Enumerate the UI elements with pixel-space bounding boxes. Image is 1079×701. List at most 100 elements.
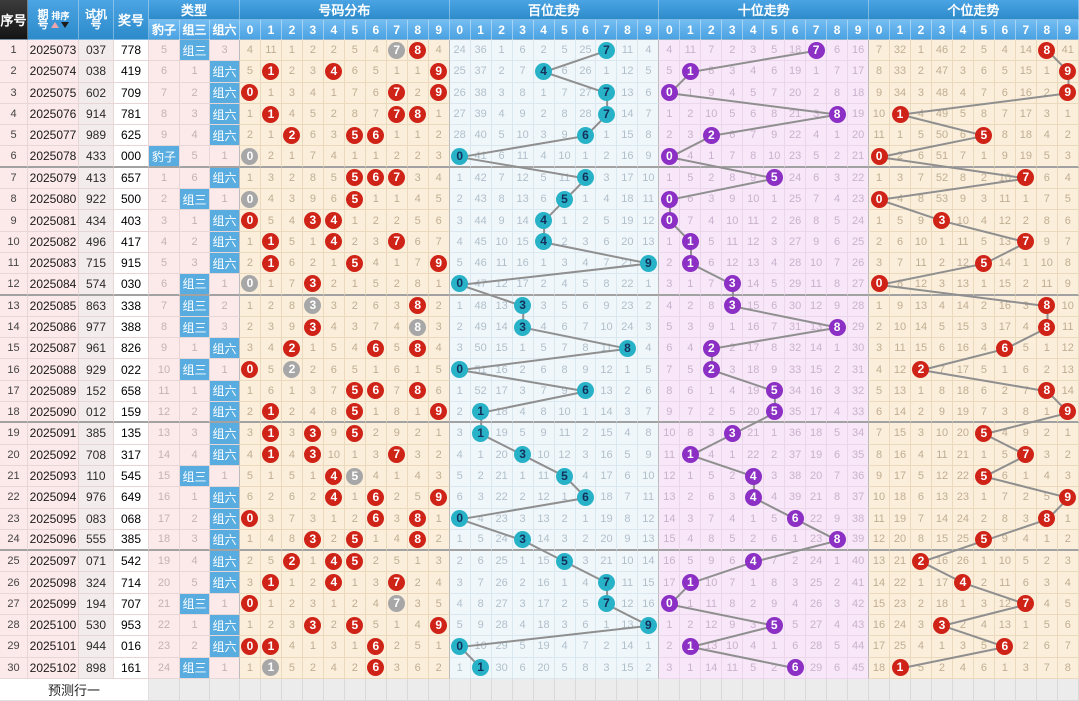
type-baozi-value: 3 <box>160 214 168 227</box>
dist-miss-value: 2 <box>414 427 421 440</box>
digit-header-label: 7 <box>393 22 401 37</box>
digit-header-label: 9 <box>1064 22 1072 37</box>
shi-miss-value: 12 <box>726 257 739 270</box>
shi-cell: 18 <box>848 82 870 104</box>
ge-cell: 8 <box>952 167 974 190</box>
shi-cell: 1 <box>743 508 765 530</box>
type-baozi-cell: 13 <box>149 423 180 445</box>
dist-cell: 3 <box>302 593 324 616</box>
shi-cell: 27 <box>806 615 828 637</box>
bai-miss-value: 21 <box>495 470 508 483</box>
ge-miss-value: 4 <box>1022 533 1029 546</box>
dist-hit-circle: 9 <box>430 84 448 102</box>
prize-cell: 417 <box>114 231 149 253</box>
ge-cell: 10 <box>890 316 911 339</box>
prediction-empty-cell <box>533 678 555 701</box>
ge-miss-value: 26 <box>956 555 970 568</box>
ge-miss-value: 10 <box>914 235 928 248</box>
bai-cell: 5 <box>596 210 618 232</box>
dist-miss-value: 1 <box>309 470 316 483</box>
bai-cell: 5 <box>449 465 471 488</box>
ge-miss-value: 3 <box>1064 555 1071 568</box>
ge-miss-value: 6 <box>1001 86 1008 99</box>
digit-header-label: 5 <box>770 22 778 37</box>
dist-hit-circle: 9 <box>430 62 448 80</box>
dist-cell: 1 <box>260 274 282 296</box>
bai-miss-value: 6 <box>540 363 547 376</box>
bai-miss-value: 27 <box>495 597 508 610</box>
shi-miss-value: 10 <box>747 193 760 206</box>
bai-miss-value: 1 <box>645 640 652 653</box>
dist-miss-value: 1 <box>246 533 254 546</box>
sort-desc-icon[interactable] <box>61 21 70 28</box>
dist-cell: 2 <box>428 529 450 552</box>
dist-cell: 2 <box>428 295 450 317</box>
dist-cell: 6 <box>428 380 450 403</box>
shi-miss-value: 6 <box>834 44 841 57</box>
ge-cell: 1 <box>1057 103 1079 126</box>
bai-cell: 9 <box>491 210 513 232</box>
prize-number-value: 000 <box>120 149 142 164</box>
seq-value: 10 <box>7 235 20 248</box>
digit-header-label: 2 <box>707 22 715 37</box>
dist-cell: 3 <box>365 572 387 594</box>
shi-cell: 31 <box>848 359 870 381</box>
ge-cell: 2 <box>1015 274 1037 296</box>
prize-cell: 403 <box>114 210 149 232</box>
bai-cell: 7 <box>554 82 576 104</box>
ge-miss-value: 48 <box>935 86 949 99</box>
bai-cell: 11 <box>638 189 660 211</box>
seq-value: 24 <box>7 533 20 546</box>
bai-hit-circle: 7 <box>597 41 615 59</box>
shi-cell: 32 <box>848 380 870 403</box>
sort-widget[interactable]: 排序 <box>51 11 70 28</box>
dist-cell: 3 <box>428 316 450 339</box>
dist-miss-value: 4 <box>288 214 295 227</box>
ge-miss-value: 10 <box>998 171 1011 184</box>
bai-cell: 4 <box>617 423 639 445</box>
shi-cell: 36 <box>848 465 870 488</box>
ge-cell: 2 <box>1057 529 1079 552</box>
bai-miss-value: 1 <box>477 448 484 461</box>
bai-miss-value: 4 <box>519 619 526 632</box>
dist-cell: 5 <box>323 167 345 190</box>
period-value: 2025093 <box>29 469 77 484</box>
bai-cell: 4 <box>638 40 660 62</box>
ge-cell: 17 <box>869 636 891 658</box>
shi-miss-value: 13 <box>810 321 823 333</box>
dist-miss-value: 3 <box>288 86 295 99</box>
ge-miss-value: 17 <box>935 576 949 589</box>
shi-miss-value: 9 <box>834 512 841 525</box>
ge-miss-value: 9 <box>875 86 883 99</box>
prize-number-value: 658 <box>120 383 142 398</box>
bai-miss-value: 1 <box>561 576 568 589</box>
shi-miss-value: 33 <box>851 405 865 418</box>
shi-cell: 2 <box>701 338 723 360</box>
type-baozi-value: 2 <box>160 193 168 206</box>
shi-cell: 17 <box>806 402 828 424</box>
shi-miss-value: 10 <box>810 257 823 270</box>
ge-miss-value: 13 <box>872 555 886 568</box>
dist-miss-value: 3 <box>351 321 358 333</box>
dist-miss-value: 6 <box>414 235 421 248</box>
bai-miss-value: 7 <box>603 257 610 270</box>
shi-miss-value: 3 <box>750 44 757 57</box>
shi-miss-value: 34 <box>851 427 865 440</box>
sort-asc-icon[interactable] <box>51 21 60 28</box>
bai-miss-value: 16 <box>495 363 508 376</box>
bai-cell: 18 <box>617 189 639 211</box>
ge-cell: 1 <box>973 551 995 573</box>
period-value: 2025094 <box>29 490 77 505</box>
ge-miss-value: 8 <box>980 108 987 121</box>
seq-cell: 27 <box>0 593 28 616</box>
dist-miss-value: 1 <box>246 661 254 674</box>
dist-cell: 4 <box>240 444 261 466</box>
bai-cell: 10 <box>512 125 534 147</box>
dist-miss-value: 2 <box>435 533 442 546</box>
dist-cell: 5 <box>323 338 345 360</box>
bai-miss-value: 21 <box>600 555 613 568</box>
dist-miss-value: 4 <box>246 448 254 461</box>
dist-hit-circle: 6 <box>367 659 385 677</box>
ge-miss-value: 18 <box>956 384 970 397</box>
dist-cell: 4 <box>323 465 345 488</box>
